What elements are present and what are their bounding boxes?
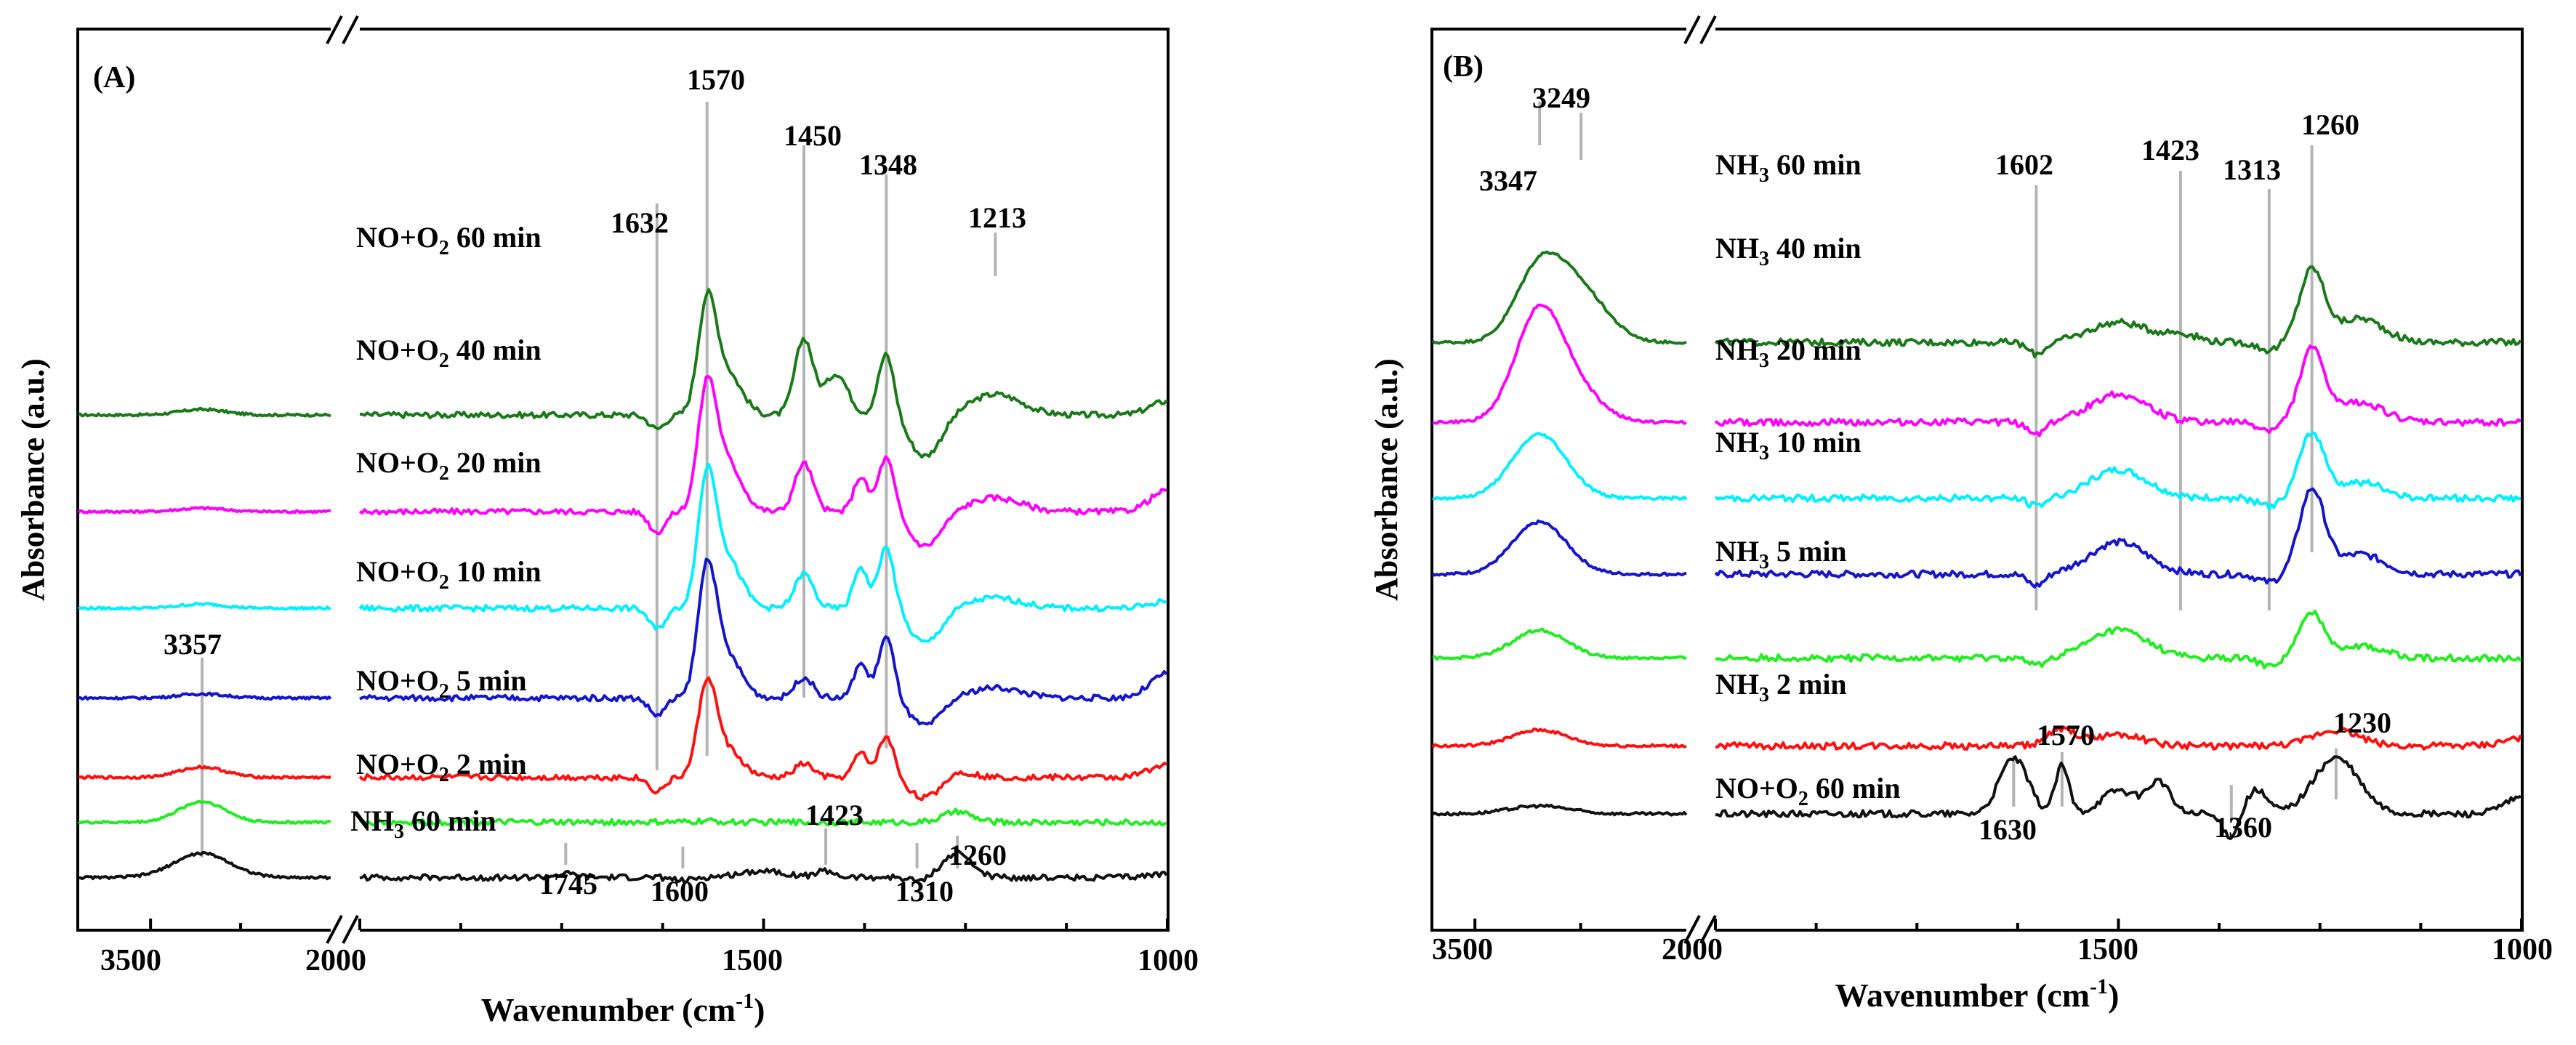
- panel-a: (A) 3500 2000 1500 1000 NO+O2 60 min NO+…: [77, 61, 1199, 977]
- panel-b-series-line-3-high: [1432, 432, 1688, 501]
- panel-a-annotation-1310: 1310: [895, 875, 954, 908]
- panel-b-frame: [1430, 28, 2524, 932]
- panel-a-annotation-1600: 1600: [651, 875, 709, 908]
- panel-b-series-label-nh3-40: NH3 40 min: [1715, 232, 1861, 270]
- panel-b-annotation-1260: 1260: [2301, 108, 2359, 141]
- panel-a-series-label-no-o2-40: NO+O2 40 min: [356, 334, 542, 372]
- panel-a-series-line-3-low: [358, 462, 1167, 643]
- panel-a-x-axis-label: Wavenumber (cm-1): [481, 989, 765, 1028]
- panel-a-annotation-1745: 1745: [539, 868, 597, 900]
- panel-b-series-label-no-o2-60: NO+O2 60 min: [1715, 772, 1901, 810]
- panel-a-series-line-6-high: [77, 799, 331, 825]
- panel-b-top-break-mark-2: [1699, 15, 1717, 44]
- panel-b-series-line-6-low: [1715, 725, 2522, 751]
- panel-a-series-line-5-high: [78, 764, 332, 780]
- panel-a-series-line-4-high: [78, 691, 332, 701]
- panel-a-series-label-no-o2-2: NO+O2 2 min: [356, 748, 527, 786]
- panel-b-series-label-nh3-20: NH3 20 min: [1715, 334, 1861, 372]
- panel-b-annotation-3347: 3347: [1479, 164, 1537, 197]
- panel-a-top-break-mark-1: [326, 15, 343, 44]
- panel-a-series-line-2-high: [77, 506, 331, 515]
- panel-a-annotation-3357: 3357: [164, 628, 222, 661]
- panel-a-series-line-3-high: [78, 602, 331, 611]
- panel-b-tick-label-3500: 3500: [1432, 933, 1493, 967]
- panel-b-series-line-4-high: [1431, 519, 1687, 577]
- panel-b-label: (B): [1443, 50, 1484, 84]
- panel-b-series-line-5-high: [1432, 627, 1687, 661]
- panel-b-series-label-nh3-2: NH3 2 min: [1715, 668, 1847, 706]
- panel-a-series-label-no-o2-20: NO+O2 20 min: [356, 446, 542, 485]
- panel-a-series-line-5-low: [358, 676, 1167, 802]
- panel-a-series-line-7-low: [359, 849, 1168, 884]
- panel-b-x-axis-label: Wavenumber (cm-1): [1835, 975, 2120, 1014]
- panel-b-series-line-7-high: [1431, 803, 1688, 817]
- panel-b-annotation-1313: 1313: [2223, 153, 2281, 186]
- panel-b-series-line-6-high: [1431, 727, 1687, 749]
- panel-b-series-line-3-low: [1714, 431, 2521, 511]
- panel-b-annotation-3249: 3249: [1532, 81, 1590, 114]
- panel-a-tick-label-3500: 3500: [100, 944, 161, 977]
- panel-a-label: (A): [93, 61, 135, 94]
- panel-a-annotation-1348: 1348: [859, 148, 917, 181]
- panel-a-series-line-6-low: [358, 807, 1167, 827]
- panel-b-series-line-1-low: [1714, 265, 2522, 359]
- panel-a-tick-label-1500: 1500: [722, 944, 783, 977]
- panel-b-series-line-5-low: [1715, 609, 2522, 670]
- panel-a-annotation-1450: 1450: [784, 119, 842, 152]
- panel-b-bottom-break-mark-2: [1699, 915, 1717, 944]
- panel-b-series-label-nh3-5: NH3 5 min: [1715, 535, 1847, 573]
- panel-b-series-line-2-low: [1714, 344, 2522, 437]
- panel-b: (B) 3500 2000 1500 1000 NH3 60 min NH3 4…: [1431, 50, 2553, 967]
- panel-a-series-line-4-low: [358, 557, 1168, 726]
- panel-b-annotation-1602: 1602: [1995, 148, 2053, 181]
- panel-a-series-label-no-o2-10: NO+O2 10 min: [356, 555, 542, 594]
- panel-a-series-label-nh3-60: NH3 60 min: [350, 804, 496, 843]
- panel-a-series-line-1-low: [359, 288, 1168, 459]
- panel-a-bottom-break-mark-2: [342, 915, 359, 944]
- panel-a-tick-label-2000: 2000: [305, 944, 366, 977]
- panel-b-series-label-nh3-10: NH3 10 min: [1715, 426, 1861, 464]
- panel-b-annotation-1630: 1630: [1979, 813, 2037, 846]
- panel-b-annotation-1423: 1423: [2141, 134, 2199, 166]
- panel-b-annotation-1230: 1230: [2333, 706, 2391, 739]
- panel-a-tick-label-1000: 1000: [1138, 944, 1199, 977]
- panel-a-annotation-1570: 1570: [687, 63, 745, 96]
- panel-a-y-axis-label: Absorbance (a.u.): [15, 358, 51, 601]
- panel-a-annotation-1423: 1423: [805, 799, 864, 831]
- panel-b-series-line-4-low: [1714, 487, 2522, 589]
- panel-a-annotation-1260: 1260: [949, 839, 1007, 871]
- panel-b-y-axis-label: Absorbance (a.u.): [1369, 358, 1404, 601]
- panel-b-series-label-nh3-60: NH3 60 min: [1715, 148, 1861, 187]
- panel-a-annotation-1632: 1632: [611, 206, 669, 239]
- panel-b-tick-label-2000: 2000: [1662, 933, 1723, 967]
- panel-a-series-line-7-high: [78, 851, 331, 881]
- panel-a-series-line-1-high: [78, 406, 331, 418]
- panel-a-frame: [76, 28, 1170, 932]
- panel-a-series-line-2-low: [358, 375, 1167, 548]
- panel-b-tick-label-1000: 1000: [2492, 933, 2553, 967]
- panel-a-bottom-break-mark-1: [326, 915, 343, 944]
- panel-b-tick-label-1500: 1500: [2077, 933, 2138, 967]
- panel-a-series-label-no-o2-5: NO+O2 5 min: [356, 664, 527, 703]
- panel-a-series-label-no-o2-60: NO+O2 60 min: [356, 221, 542, 259]
- panel-b-series-line-2-high: [1432, 303, 1687, 425]
- panel-b-bottom-break-mark-1: [1683, 915, 1701, 944]
- panel-b-annotation-1570: 1570: [2037, 719, 2095, 751]
- panel-a-annotation-1213: 1213: [968, 201, 1026, 234]
- panel-b-series-line-7-low: [1715, 755, 2521, 841]
- panel-b-annotation-1360: 1360: [2214, 811, 2272, 844]
- panel-b-series-line-1-high: [1431, 250, 1687, 345]
- panel-b-top-break-mark-1: [1683, 15, 1701, 44]
- panel-a-top-break-mark-2: [342, 15, 359, 44]
